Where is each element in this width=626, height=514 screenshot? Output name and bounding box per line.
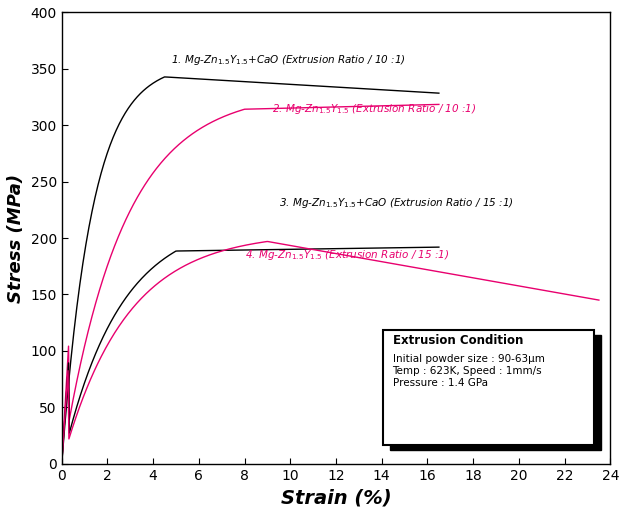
Text: 2. Mg-Zn$_{1.5}$Y$_{1.5}$ (Extrusion Ratio / 10 :1): 2. Mg-Zn$_{1.5}$Y$_{1.5}$ (Extrusion Rat… <box>272 102 476 116</box>
Text: Initial powder size : 90-63μm
Temp : 623K, Speed : 1mm/s
Pressure : 1.4 GPa: Initial powder size : 90-63μm Temp : 623… <box>393 355 545 388</box>
Text: 1. Mg-Zn$_{1.5}$Y$_{1.5}$+CaO (Extrusion Ratio / 10 :1): 1. Mg-Zn$_{1.5}$Y$_{1.5}$+CaO (Extrusion… <box>172 52 406 67</box>
FancyBboxPatch shape <box>390 335 601 450</box>
X-axis label: Strain (%): Strain (%) <box>280 488 391 507</box>
Text: Extrusion Condition: Extrusion Condition <box>393 334 523 347</box>
Text: 4. Mg-Zn$_{1.5}$Y$_{1.5}$ (Extrusion Ratio / 15 :1): 4. Mg-Zn$_{1.5}$Y$_{1.5}$ (Extrusion Rat… <box>245 248 449 262</box>
FancyBboxPatch shape <box>382 329 594 445</box>
Y-axis label: Stress (MPa): Stress (MPa) <box>7 174 25 303</box>
Text: 3. Mg-Zn$_{1.5}$Y$_{1.5}$+CaO (Extrusion Ratio / 15 :1): 3. Mg-Zn$_{1.5}$Y$_{1.5}$+CaO (Extrusion… <box>279 196 514 210</box>
